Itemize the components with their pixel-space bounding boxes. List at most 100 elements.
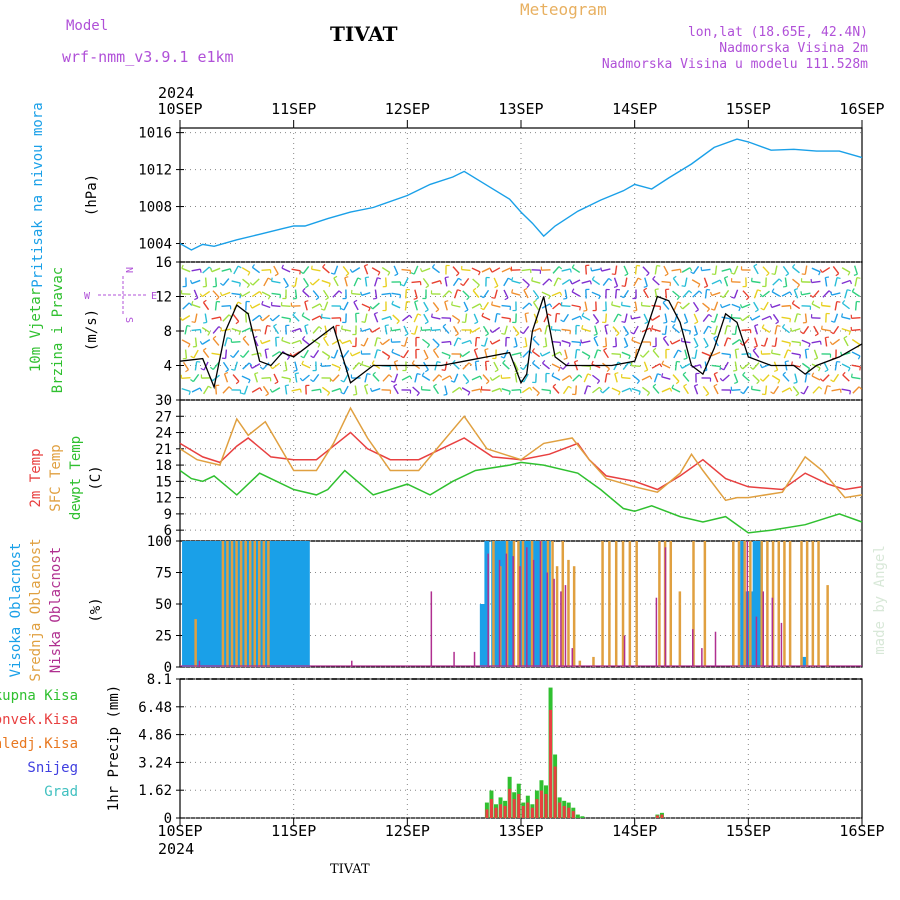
wind-barb: [692, 290, 700, 298]
wind-barb: [544, 337, 548, 347]
wind-barb-flag: [643, 287, 648, 291]
wind-barb-flag: [606, 368, 610, 373]
wind-barb-flag: [460, 283, 464, 287]
wind-barb: [444, 301, 448, 311]
wind-barb: [641, 304, 651, 308]
wind-barb: [431, 266, 441, 274]
wind-barb-flag: [525, 312, 529, 315]
wind-barb: [681, 328, 691, 332]
wind-barb: [842, 302, 850, 310]
wind-barb: [551, 351, 561, 357]
wind-barb: [713, 373, 719, 383]
wind-barb: [673, 301, 679, 311]
cloud-bar-0: [268, 541, 274, 667]
wind-barb-flag: [830, 331, 834, 335]
wind-barb: [781, 304, 791, 308]
wind-barb-flag: [238, 282, 241, 287]
wind-barb-flag: [839, 389, 842, 393]
wind-barb-flag: [353, 299, 358, 303]
wind-barb: [734, 325, 738, 335]
footer-station: TIVAT: [330, 862, 370, 877]
cloud-bar-0: [518, 541, 524, 667]
wind-barb-flag: [849, 390, 852, 395]
wind-barb-flag: [286, 356, 291, 360]
wind-barb-flag: [299, 388, 302, 393]
wind-barb-flag: [489, 268, 493, 273]
wind-barb-flag: [639, 354, 644, 358]
precip-ytick-label: 6.48: [138, 700, 172, 716]
wind-barb-flag: [559, 351, 563, 356]
wind-barb: [551, 375, 561, 381]
wind-barb: [721, 352, 731, 356]
wind-barb: [693, 337, 699, 347]
wind-barb-flag: [238, 331, 241, 336]
wind-barb-flag: [327, 392, 331, 396]
cloud-ytick-label: 25: [155, 629, 172, 645]
wind-barb: [351, 267, 361, 273]
cloud-bar-2: [701, 648, 703, 667]
wind-barb: [832, 325, 840, 335]
wind-barb: [251, 290, 261, 298]
wind-barb-flag: [669, 340, 673, 345]
wind-barb: [323, 301, 329, 311]
wind-barb-flag: [830, 379, 834, 383]
wind-barb-flag: [730, 272, 735, 275]
cloud-bar-0: [277, 541, 283, 667]
wind-barb-flag: [818, 386, 823, 390]
wind-barb-flag: [523, 345, 527, 348]
wind-barb-flag: [368, 307, 371, 312]
wind-barb: [564, 289, 568, 299]
wind-barb: [241, 375, 251, 381]
wind-barb: [441, 375, 451, 381]
wind-barb-flag: [591, 276, 595, 280]
wind-barb-flag: [638, 391, 641, 396]
wind-barb: [281, 316, 291, 320]
wind-barb-flag: [851, 288, 855, 292]
precip-bar-1: [660, 814, 664, 818]
wind-barb: [312, 373, 320, 383]
wind-barb-flag: [691, 357, 696, 360]
wind-barb-flag: [857, 355, 861, 360]
wind-barb: [261, 303, 271, 309]
wind-barb: [672, 290, 680, 298]
wind-barb-flag: [249, 304, 253, 309]
wind-barb-flag: [620, 301, 623, 306]
cloud-bar-0: [479, 604, 485, 667]
wind-barb-flag: [196, 360, 201, 363]
wind-barb-flag: [411, 360, 415, 364]
wind-barb: [644, 277, 648, 287]
wind-barb: [634, 301, 638, 311]
wind-barb: [671, 268, 681, 272]
wind-barb: [821, 328, 831, 332]
wind-barb: [251, 387, 261, 393]
cloud-bar-0: [532, 541, 538, 667]
wind-barb-flag: [283, 369, 287, 372]
cloud-bar-1: [628, 541, 632, 667]
wind-barb-flag: [501, 332, 505, 335]
wind-barb: [664, 325, 668, 335]
wind-barb: [503, 289, 509, 299]
wind-barb: [222, 361, 230, 371]
wind-barb: [511, 352, 521, 356]
wind-barb: [571, 291, 581, 297]
wind-barb: [761, 315, 771, 321]
wind-barb-flag: [361, 361, 364, 365]
wind-barb-flag: [300, 355, 305, 359]
wind-barb-flag: [225, 369, 229, 373]
wind-barb: [581, 351, 591, 357]
wind-barb: [753, 301, 759, 311]
bottom-date-label: 15SEP: [726, 822, 771, 840]
wind-barb: [214, 385, 218, 395]
wind-barb: [623, 265, 629, 275]
wind-barb: [661, 376, 671, 380]
wind-barb: [613, 313, 619, 323]
wind-barb: [353, 277, 359, 287]
top-date-label: 12SEP: [385, 100, 430, 118]
wind-barb: [762, 290, 770, 298]
wind-barb: [311, 339, 321, 345]
wind-barb-flag: [644, 369, 648, 373]
wind-barb: [853, 265, 859, 275]
wind-barb-flag: [759, 364, 763, 368]
wind-barb-flag: [745, 296, 750, 301]
pressure-unit-label: (hPa): [84, 174, 100, 216]
